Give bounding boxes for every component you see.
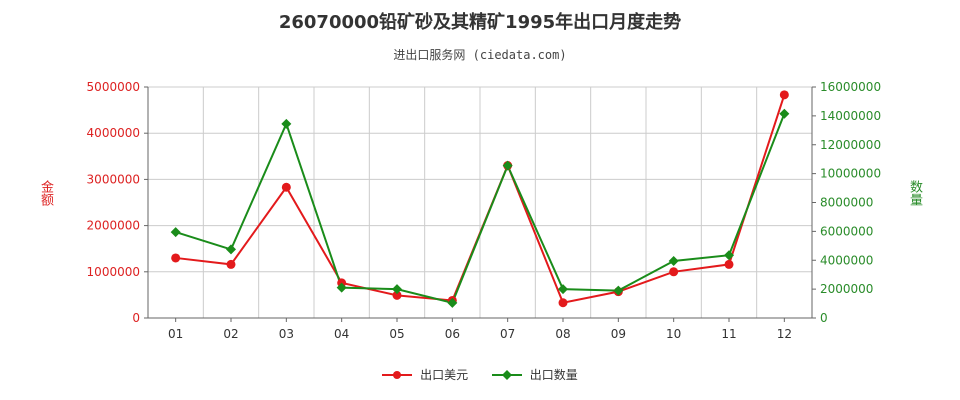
x-tick-label: 05 xyxy=(389,327,404,341)
data-point-usd[interactable] xyxy=(724,259,734,269)
data-point-usd[interactable] xyxy=(669,267,679,277)
chart-legend: 出口美元 出口数量 xyxy=(0,366,960,383)
legend-label-usd: 出口美元 xyxy=(420,368,469,382)
right-tick-label: 2000000 xyxy=(820,282,873,296)
left-tick-label: 4000000 xyxy=(87,126,140,140)
x-tick-label: 11 xyxy=(721,327,736,341)
left-tick-label: 1000000 xyxy=(87,265,140,279)
x-tick-label: 12 xyxy=(777,327,792,341)
data-point-qty[interactable] xyxy=(392,284,402,295)
left-tick-label: 3000000 xyxy=(87,172,140,186)
right-tick-label: 8000000 xyxy=(820,196,873,210)
chart-subtitle: 进出口服务网 (ciedata.com) xyxy=(393,48,567,62)
data-point-usd[interactable] xyxy=(281,182,291,192)
legend-item-qty[interactable]: 出口数量 xyxy=(491,366,578,383)
legend-item-usd[interactable]: 出口美元 xyxy=(382,366,468,383)
left-tick-label: 2000000 xyxy=(87,219,140,233)
legend-swatch-usd xyxy=(382,370,413,379)
series-line-qty xyxy=(175,113,786,305)
x-tick-label: 07 xyxy=(500,327,515,341)
data-point-qty[interactable] xyxy=(558,284,568,295)
data-point-qty[interactable] xyxy=(170,227,181,238)
right-tick-label: 6000000 xyxy=(820,224,873,238)
right-axis-title: 数量 xyxy=(907,180,922,206)
chart-title: 26070000铅矿砂及其精矿1995年出口月度走势 xyxy=(278,12,682,33)
x-tick-label: 01 xyxy=(168,327,183,341)
left-tick-label: 0 xyxy=(132,311,140,325)
data-point-usd[interactable] xyxy=(171,253,181,263)
data-point-usd[interactable] xyxy=(779,90,789,100)
left-tick-label: 5000000 xyxy=(87,80,140,94)
x-tick-label: 09 xyxy=(611,327,626,341)
data-point-qty[interactable] xyxy=(281,118,292,129)
data-point-usd[interactable] xyxy=(392,290,402,300)
x-tick-label: 10 xyxy=(666,327,681,341)
right-tick-label: 10000000 xyxy=(820,167,881,181)
data-point-qty[interactable] xyxy=(502,160,513,171)
data-point-qty[interactable] xyxy=(447,297,458,308)
right-tick-label: 4000000 xyxy=(820,253,873,267)
data-point-qty[interactable] xyxy=(613,285,624,296)
right-tick-label: 12000000 xyxy=(820,138,881,152)
x-tick-label: 06 xyxy=(445,327,460,341)
left-axis-title: 金额 xyxy=(38,180,53,206)
right-tick-label: 14000000 xyxy=(820,109,881,123)
x-tick-label: 08 xyxy=(555,327,570,341)
data-point-qty[interactable] xyxy=(779,108,790,119)
data-point-usd[interactable] xyxy=(558,298,568,308)
x-tick-label: 02 xyxy=(223,327,238,341)
legend-swatch-qty xyxy=(491,369,522,380)
data-point-qty[interactable] xyxy=(668,255,679,266)
data-point-qty[interactable] xyxy=(336,282,347,293)
data-point-qty[interactable] xyxy=(226,244,236,255)
right-tick-label: 16000000 xyxy=(820,80,881,94)
right-tick-label: 0 xyxy=(820,311,828,325)
x-tick-label: 04 xyxy=(334,327,349,341)
data-point-qty[interactable] xyxy=(724,250,734,261)
legend-label-qty: 出口数量 xyxy=(529,368,578,382)
x-tick-label: 03 xyxy=(279,327,294,341)
data-point-usd[interactable] xyxy=(226,259,236,269)
